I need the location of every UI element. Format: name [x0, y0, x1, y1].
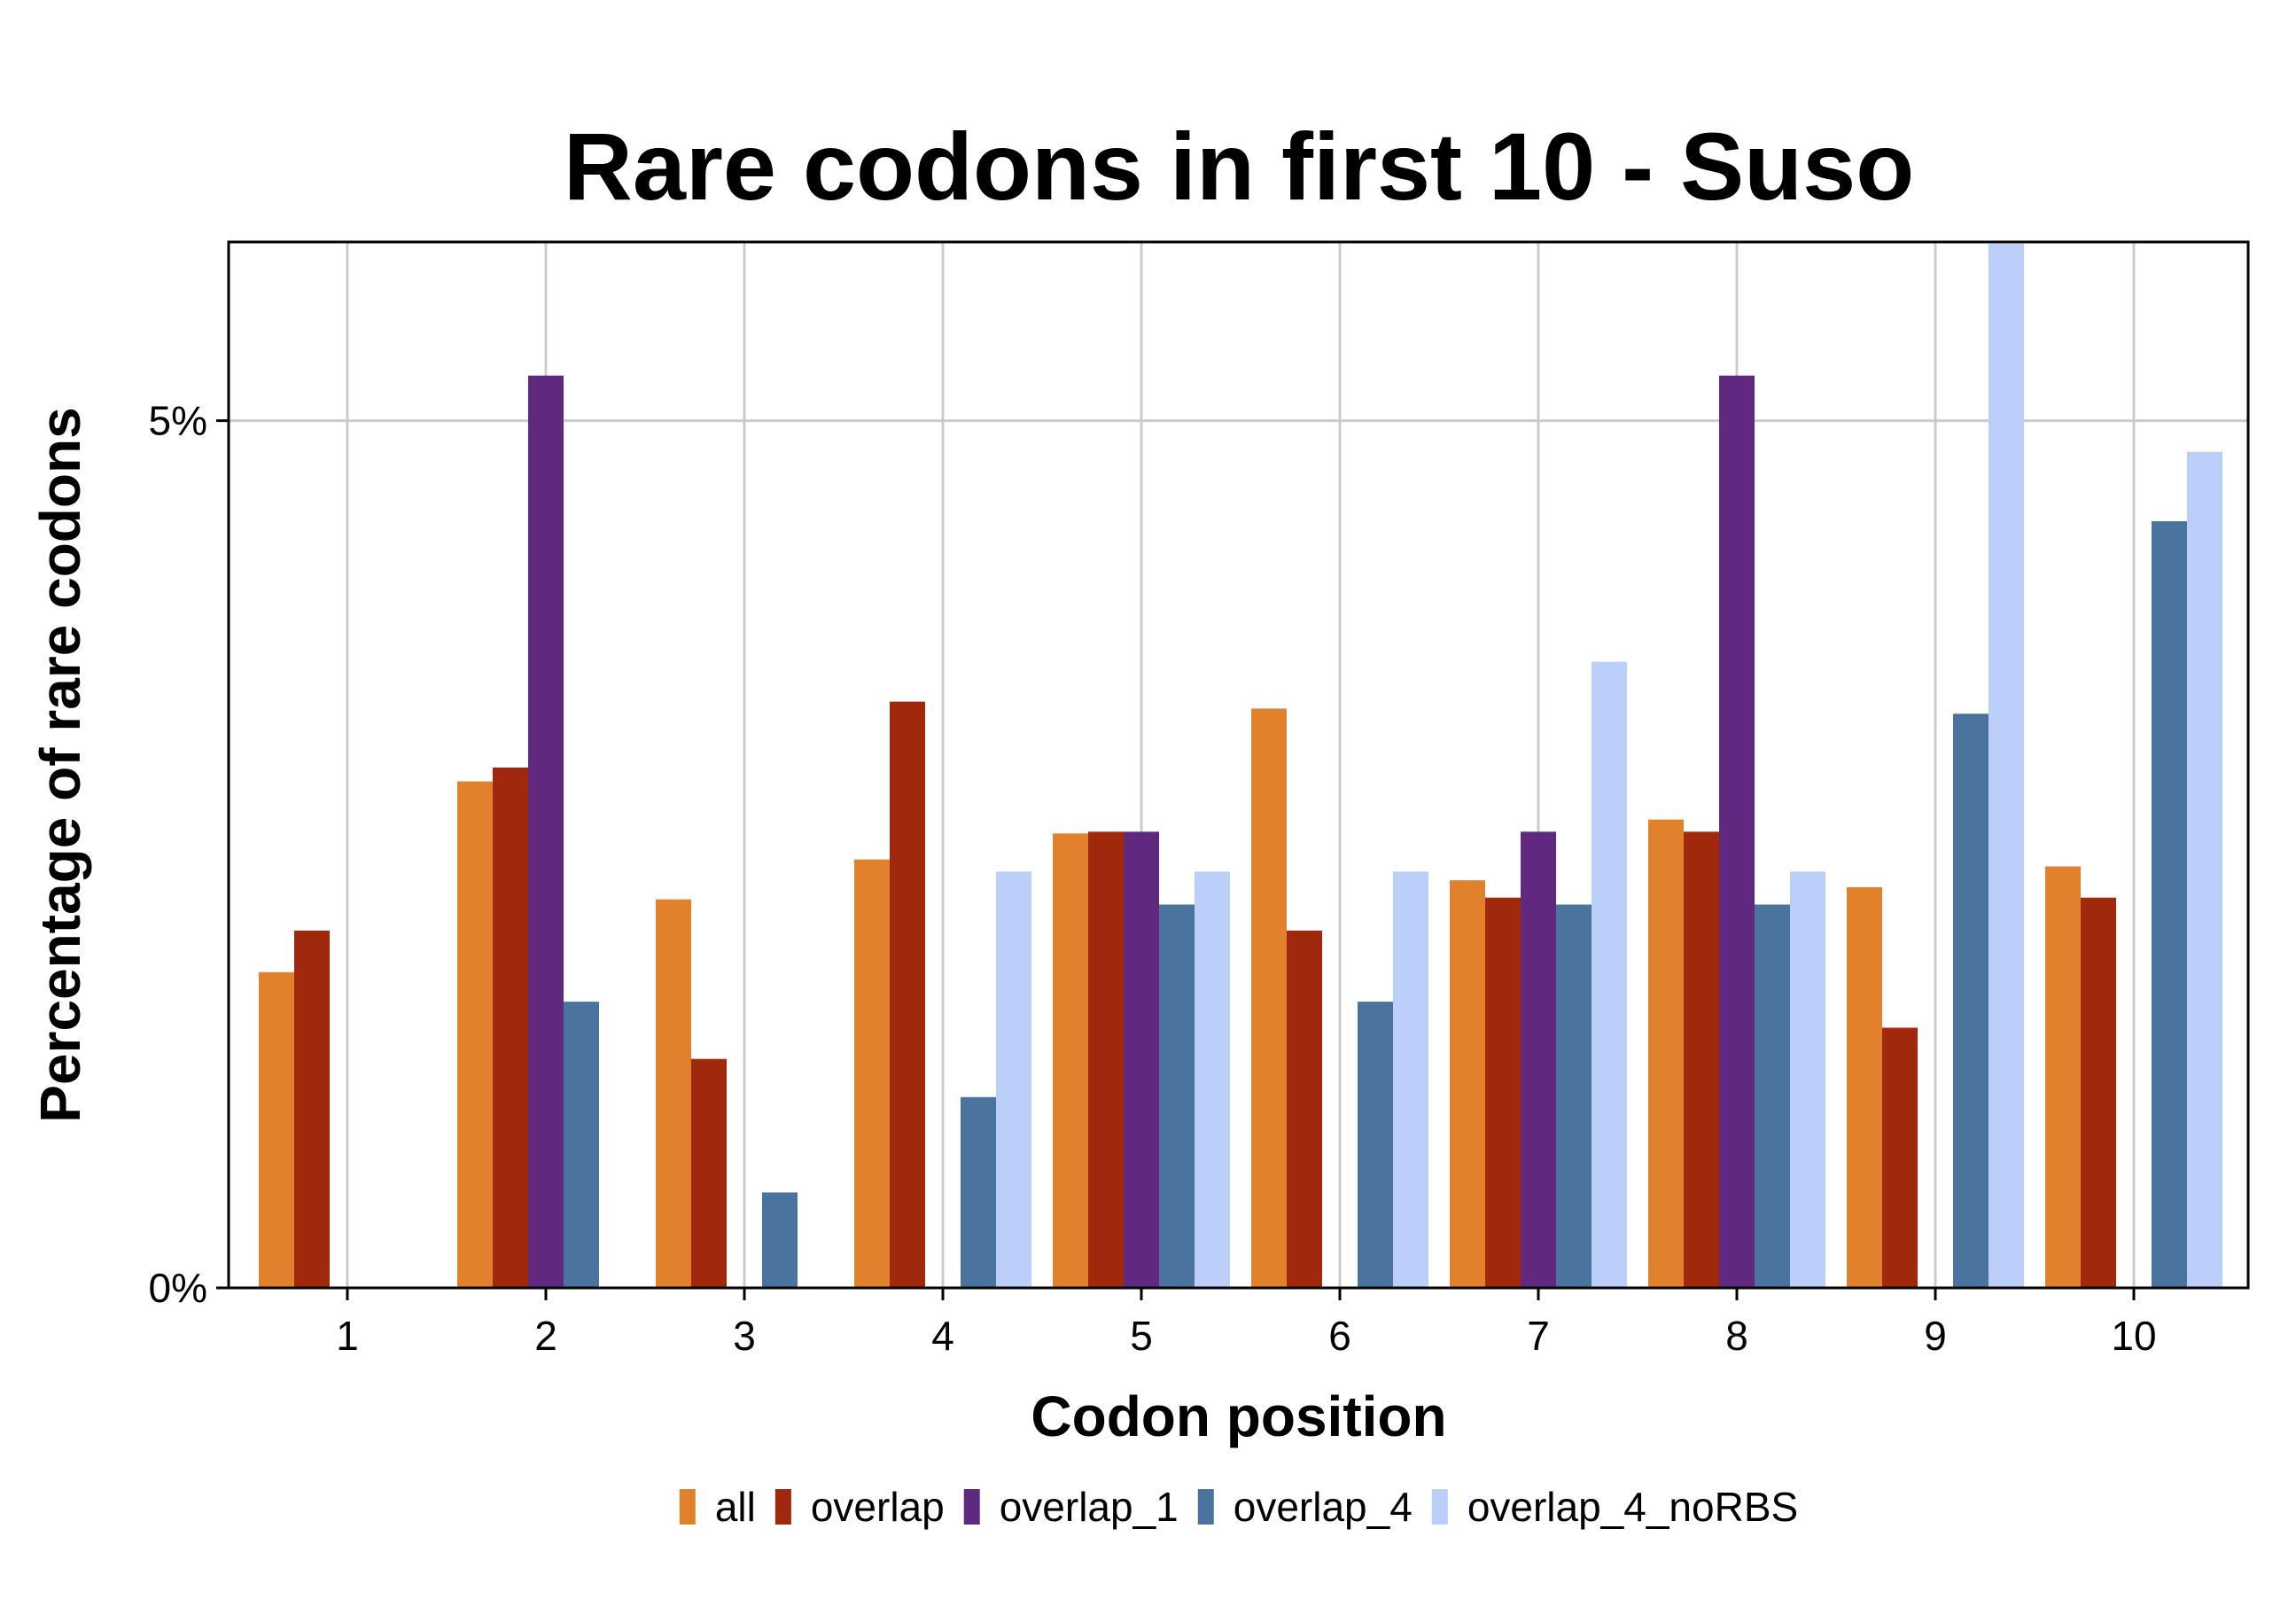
- legend-label-overlap: overlap: [811, 1484, 945, 1530]
- bar-all-9: [1847, 886, 1882, 1288]
- legend-label-overlap_4_noRBS: overlap_4_noRBS: [1467, 1484, 1798, 1530]
- bar-overlap_4_noRBS-6: [1393, 871, 1428, 1288]
- bar-all-4: [854, 859, 890, 1288]
- y-axis-title: Percentage of rare codons: [28, 407, 92, 1122]
- x-tick-label: 2: [534, 1313, 557, 1359]
- bar-overlap-7: [1485, 897, 1521, 1288]
- bar-overlap-8: [1684, 831, 1719, 1288]
- bar-all-8: [1648, 819, 1684, 1288]
- plot-frame: [227, 240, 2250, 1290]
- bar-overlap_4-3: [762, 1192, 798, 1288]
- bar-overlap_4-5: [1159, 904, 1195, 1288]
- legend-label-overlap_4: overlap_4: [1234, 1484, 1413, 1530]
- bar-overlap-2: [493, 767, 528, 1288]
- y-tick-label: 5%: [149, 398, 207, 444]
- legend-swatch-all: [679, 1489, 696, 1525]
- x-tick-label: 10: [2111, 1313, 2156, 1359]
- bar-overlap-10: [2081, 897, 2116, 1288]
- bar-overlap_4-9: [1953, 714, 1989, 1288]
- bar-overlap_4_noRBS-7: [1592, 661, 1627, 1288]
- bar-overlap_4_noRBS-4: [996, 871, 1031, 1288]
- x-tick-label: 4: [931, 1313, 954, 1359]
- x-tick-label: 1: [336, 1313, 359, 1359]
- bar-all-2: [457, 781, 493, 1288]
- bar-all-1: [259, 971, 294, 1288]
- bar-overlap_4-8: [1755, 904, 1790, 1288]
- bar-all-3: [656, 899, 691, 1288]
- legend-swatch-overlap_1: [963, 1489, 980, 1525]
- legend: all overlap overlap_1 overlap_4 overlap_4_no…: [679, 1484, 1798, 1530]
- legend-swatch-overlap_4: [1197, 1489, 1214, 1525]
- bar-overlap-3: [691, 1058, 727, 1288]
- bar-all-5: [1053, 833, 1088, 1288]
- axes: 1 2 3 4 5 6 7 8 9 10 0% 5%: [149, 398, 2157, 1359]
- bar-overlap_4_noRBS-5: [1195, 871, 1230, 1288]
- legend-swatch-overlap_4_noRBS: [1431, 1489, 1448, 1525]
- bar-overlap-9: [1882, 1027, 1918, 1288]
- bar-overlap_4-10: [2152, 521, 2187, 1288]
- x-tick-label: 6: [1328, 1313, 1351, 1359]
- x-axis-title: Codon position: [1031, 1384, 1446, 1448]
- bar-all-6: [1251, 708, 1287, 1288]
- x-tick-label: 9: [1924, 1313, 1947, 1359]
- legend-label-overlap_1: overlap_1: [1000, 1484, 1179, 1530]
- bar-overlap-4: [890, 701, 925, 1288]
- bar-overlap_4-6: [1358, 1002, 1393, 1288]
- bar-overlap_4_noRBS-8: [1790, 871, 1825, 1288]
- bar-overlap_4_noRBS-9: [1989, 244, 2024, 1288]
- legend-label-all: all: [715, 1484, 756, 1530]
- bar-overlap_1-7: [1521, 831, 1556, 1288]
- bar-all-10: [2045, 866, 2081, 1288]
- legend-swatch-overlap: [774, 1489, 791, 1525]
- bar-overlap-6: [1287, 930, 1322, 1288]
- bar-overlap_4-4: [961, 1096, 996, 1288]
- bar-overlap_1-2: [528, 375, 564, 1288]
- chart-title: Rare codons in first 10 - Suso: [564, 113, 1914, 220]
- x-tick-label: 7: [1527, 1313, 1550, 1359]
- bar-all-7: [1450, 880, 1485, 1288]
- y-tick-label: 0%: [149, 1265, 207, 1311]
- x-tick-label: 3: [733, 1313, 756, 1359]
- bar-overlap_4-7: [1556, 904, 1592, 1288]
- bar-overlap-1: [294, 930, 330, 1288]
- bar-overlap_1-5: [1124, 831, 1159, 1288]
- bar-overlap_4-2: [564, 1002, 599, 1288]
- bar-overlap_1-8: [1719, 375, 1755, 1288]
- bar-overlap_4_noRBS-10: [2187, 451, 2222, 1288]
- x-tick-label: 5: [1130, 1313, 1153, 1359]
- x-tick-label: 8: [1725, 1313, 1748, 1359]
- bar-overlap-5: [1088, 831, 1124, 1288]
- bars: [259, 244, 2222, 1288]
